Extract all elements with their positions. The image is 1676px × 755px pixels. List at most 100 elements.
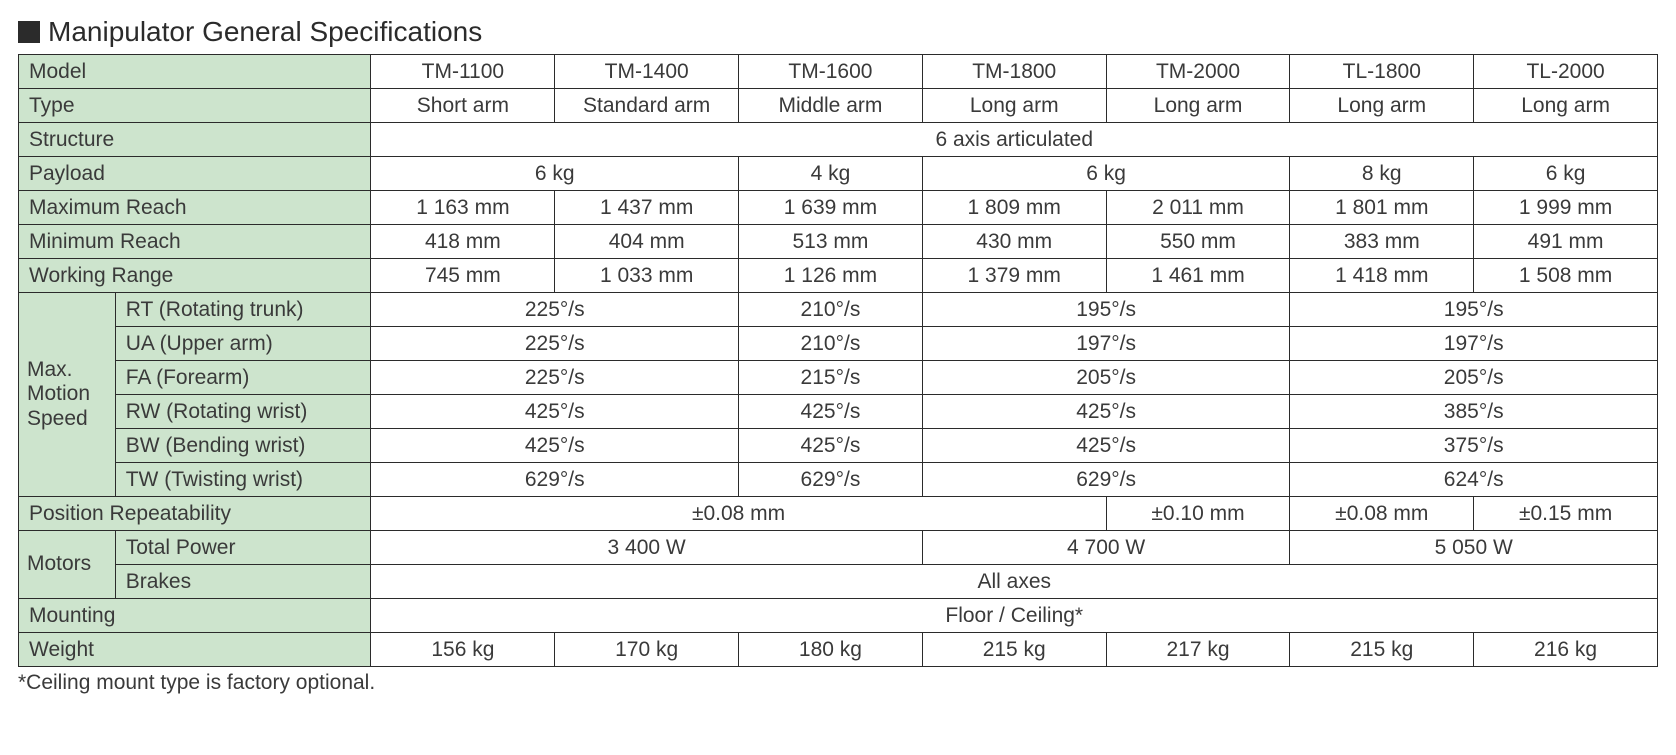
table-cell: 1 461 mm: [1106, 259, 1290, 293]
table-cell: TM-1100: [371, 55, 555, 89]
table-cell: TM-1400: [555, 55, 739, 89]
table-cell: 210°/s: [739, 327, 923, 361]
table-cell: ±0.08 mm: [1290, 497, 1474, 531]
row-label: RW (Rotating wrist): [115, 395, 371, 429]
table-cell: Long arm: [922, 89, 1106, 123]
table-cell: 4 700 W: [922, 531, 1290, 565]
row-label: Brakes: [115, 565, 371, 599]
table-row: Minimum Reach418 mm404 mm513 mm430 mm550…: [19, 225, 1658, 259]
table-row: Max.MotionSpeedRT (Rotating trunk)225°/s…: [19, 293, 1658, 327]
table-cell: 215°/s: [739, 361, 923, 395]
table-cell: 5 050 W: [1290, 531, 1658, 565]
table-cell: 629°/s: [922, 463, 1290, 497]
table-cell: 418 mm: [371, 225, 555, 259]
table-cell: TM-1600: [739, 55, 923, 89]
table-cell: Standard arm: [555, 89, 739, 123]
row-label: Total Power: [115, 531, 371, 565]
table-cell: 383 mm: [1290, 225, 1474, 259]
table-cell: 1 379 mm: [922, 259, 1106, 293]
table-cell: Long arm: [1290, 89, 1474, 123]
row-label: UA (Upper arm): [115, 327, 371, 361]
table-row: BW (Bending wrist)425°/s425°/s425°/s375°…: [19, 429, 1658, 463]
spec-table: ModelTM-1100TM-1400TM-1600TM-1800TM-2000…: [18, 54, 1658, 667]
row-label: RT (Rotating trunk): [115, 293, 371, 327]
table-row: Maximum Reach1 163 mm1 437 mm1 639 mm1 8…: [19, 191, 1658, 225]
table-cell: 629°/s: [371, 463, 739, 497]
table-cell: 1 801 mm: [1290, 191, 1474, 225]
table-cell: 197°/s: [922, 327, 1290, 361]
table-cell: 624°/s: [1290, 463, 1658, 497]
row-label: Mounting: [19, 599, 371, 633]
table-cell: 491 mm: [1474, 225, 1658, 259]
table-cell: TL-2000: [1474, 55, 1658, 89]
table-cell: Middle arm: [739, 89, 923, 123]
table-cell: 225°/s: [371, 293, 739, 327]
table-cell: 170 kg: [555, 633, 739, 667]
table-cell: 1 033 mm: [555, 259, 739, 293]
footnote: *Ceiling mount type is factory optional.: [18, 671, 1658, 695]
row-label: Position Repeatability: [19, 497, 371, 531]
row-label: Model: [19, 55, 371, 89]
row-label: TW (Twisting wrist): [115, 463, 371, 497]
table-cell: 550 mm: [1106, 225, 1290, 259]
table-row: MountingFloor / Ceiling*: [19, 599, 1658, 633]
table-cell: 425°/s: [922, 429, 1290, 463]
row-label: Minimum Reach: [19, 225, 371, 259]
row-label: Type: [19, 89, 371, 123]
table-cell: 156 kg: [371, 633, 555, 667]
table-cell: 425°/s: [922, 395, 1290, 429]
table-cell: Floor / Ceiling*: [371, 599, 1658, 633]
row-label: Motors: [19, 531, 116, 599]
table-row: TypeShort armStandard armMiddle armLong …: [19, 89, 1658, 123]
row-label: Max.MotionSpeed: [19, 293, 116, 497]
table-cell: 217 kg: [1106, 633, 1290, 667]
table-cell: 195°/s: [1290, 293, 1658, 327]
table-cell: 205°/s: [1290, 361, 1658, 395]
table-cell: 195°/s: [922, 293, 1290, 327]
table-cell: 215 kg: [1290, 633, 1474, 667]
table-row: RW (Rotating wrist)425°/s425°/s425°/s385…: [19, 395, 1658, 429]
table-row: FA (Forearm)225°/s215°/s205°/s205°/s: [19, 361, 1658, 395]
table-cell: 225°/s: [371, 327, 739, 361]
table-cell: 215 kg: [922, 633, 1106, 667]
table-cell: 1 508 mm: [1474, 259, 1658, 293]
table-cell: 180 kg: [739, 633, 923, 667]
table-cell: 513 mm: [739, 225, 923, 259]
table-cell: 225°/s: [371, 361, 739, 395]
table-cell: 629°/s: [739, 463, 923, 497]
table-cell: 425°/s: [739, 429, 923, 463]
title-square-icon: [18, 21, 40, 43]
table-cell: 425°/s: [371, 395, 739, 429]
table-cell: 6 kg: [371, 157, 739, 191]
row-label: BW (Bending wrist): [115, 429, 371, 463]
table-cell: 4 kg: [739, 157, 923, 191]
table-cell: 1 809 mm: [922, 191, 1106, 225]
table-cell: 1 418 mm: [1290, 259, 1474, 293]
table-cell: Short arm: [371, 89, 555, 123]
table-row: MotorsTotal Power3 400 W4 700 W5 050 W: [19, 531, 1658, 565]
table-cell: ±0.10 mm: [1106, 497, 1290, 531]
table-cell: 3 400 W: [371, 531, 922, 565]
table-cell: 197°/s: [1290, 327, 1658, 361]
table-cell: All axes: [371, 565, 1658, 599]
table-row: BrakesAll axes: [19, 565, 1658, 599]
table-cell: 385°/s: [1290, 395, 1658, 429]
table-cell: ±0.15 mm: [1474, 497, 1658, 531]
table-cell: 205°/s: [922, 361, 1290, 395]
table-cell: 430 mm: [922, 225, 1106, 259]
table-cell: 6 kg: [922, 157, 1290, 191]
table-cell: Long arm: [1106, 89, 1290, 123]
table-cell: 425°/s: [371, 429, 739, 463]
table-cell: 425°/s: [739, 395, 923, 429]
title-text: Manipulator General Specifications: [48, 16, 482, 48]
table-row: TW (Twisting wrist)629°/s629°/s629°/s624…: [19, 463, 1658, 497]
row-label: Structure: [19, 123, 371, 157]
table-cell: TM-1800: [922, 55, 1106, 89]
table-row: Structure6 axis articulated: [19, 123, 1658, 157]
table-row: Position Repeatability ±0.08 mm±0.10 mm ±0…: [19, 497, 1658, 531]
table-row: ModelTM-1100TM-1400TM-1600TM-1800TM-2000…: [19, 55, 1658, 89]
section-title: Manipulator General Specifications: [18, 16, 1658, 48]
table-cell: TL-1800: [1290, 55, 1474, 89]
table-cell: 2 011 mm: [1106, 191, 1290, 225]
table-cell: 6 axis articulated: [371, 123, 1658, 157]
